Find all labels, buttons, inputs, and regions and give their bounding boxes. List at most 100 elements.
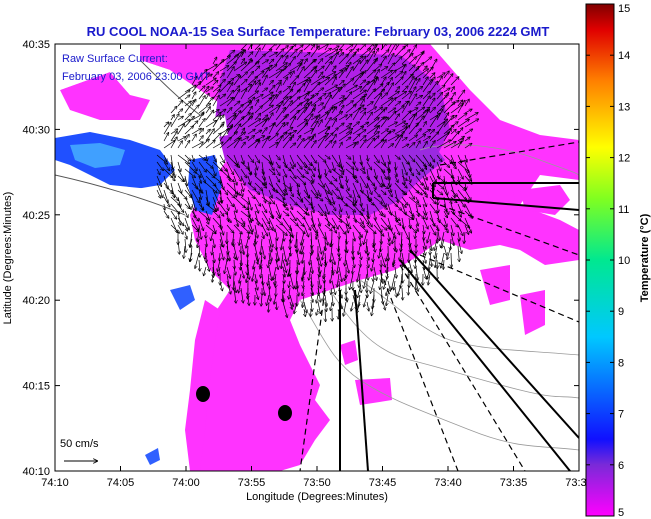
current-vector	[464, 129, 472, 135]
current-vector	[422, 92, 430, 100]
current-vector	[457, 210, 461, 217]
colorbar-tick-label: 6	[618, 460, 624, 472]
current-vector	[212, 168, 216, 176]
current-vector	[212, 60, 224, 72]
current-vector	[352, 90, 366, 100]
current-vector	[198, 86, 209, 100]
current-vector	[289, 97, 300, 107]
current-vector	[422, 182, 426, 189]
current-vector	[247, 136, 254, 142]
current-vector	[352, 107, 361, 121]
current-vector	[198, 139, 209, 149]
current-vector	[394, 102, 400, 107]
current-vector	[353, 168, 354, 178]
current-vector	[394, 127, 407, 135]
current-vector	[296, 168, 304, 177]
x-tick-label: 73:35	[500, 477, 528, 489]
current-vector	[464, 189, 471, 200]
current-vector	[464, 144, 472, 149]
current-vector	[443, 71, 449, 79]
current-vector	[415, 69, 428, 79]
station-marker-b	[278, 405, 292, 421]
current-vector	[198, 119, 205, 128]
current-vector	[303, 59, 307, 65]
current-vector	[395, 161, 396, 170]
current-vector	[177, 109, 183, 114]
current-vector	[387, 70, 396, 79]
current-vector	[436, 86, 445, 93]
current-vector	[366, 217, 372, 227]
y-tick-label: 40:15	[22, 381, 50, 393]
current-vector	[247, 52, 253, 58]
current-vector	[226, 55, 238, 65]
current-vector	[247, 182, 256, 190]
current-vector	[184, 168, 195, 177]
current-vector	[317, 103, 323, 107]
current-vector	[366, 182, 372, 194]
current-vector	[261, 168, 265, 180]
current-vector	[296, 217, 304, 226]
current-vector	[415, 168, 420, 175]
current-vector	[191, 82, 201, 93]
current-vector	[366, 161, 372, 170]
current-vector	[240, 117, 252, 128]
current-vector	[422, 66, 427, 72]
current-vector	[233, 76, 241, 86]
current-vector	[212, 81, 218, 86]
current-vector	[380, 203, 387, 209]
current-vector	[205, 130, 210, 135]
current-vector	[184, 217, 189, 230]
current-vector	[156, 161, 163, 170]
current-vector	[240, 60, 253, 72]
current-vector	[345, 101, 353, 107]
current-vector	[353, 154, 354, 164]
current-vector	[331, 189, 339, 199]
current-vector	[429, 196, 436, 204]
current-vector	[408, 57, 416, 65]
current-vector	[359, 203, 364, 211]
current-vector	[254, 44, 263, 51]
current-vector	[352, 127, 363, 135]
current-vector	[191, 105, 199, 114]
current-vector	[324, 85, 337, 93]
current-vector	[219, 203, 227, 214]
current-vector	[247, 154, 253, 162]
current-vector	[184, 126, 193, 135]
current-vector	[240, 44, 249, 51]
colorbar	[585, 3, 615, 517]
current-vector	[240, 102, 251, 114]
current-vector	[261, 196, 271, 204]
current-vector	[415, 161, 423, 171]
current-vector	[317, 88, 324, 93]
current-vector	[163, 210, 169, 218]
current-vector	[240, 168, 247, 178]
current-vector	[296, 107, 307, 121]
current-vector	[226, 217, 231, 222]
current-vector	[345, 217, 349, 226]
current-vector	[353, 266, 354, 274]
current-vector	[324, 62, 331, 72]
current-vector	[233, 154, 238, 165]
current-vector	[275, 175, 280, 182]
current-vector	[422, 196, 426, 206]
current-vector	[275, 116, 287, 128]
current-vector	[443, 217, 447, 227]
current-timestamp: February 03, 2006 23:00 GMT	[62, 71, 210, 83]
current-vector	[429, 141, 435, 149]
current-vector	[240, 72, 247, 79]
current-vector	[205, 217, 209, 224]
current-vector	[408, 196, 421, 207]
current-vector	[331, 210, 342, 222]
current-vector	[191, 128, 201, 135]
current-vector	[451, 252, 452, 267]
current-vector	[429, 132, 439, 142]
current-vector	[366, 59, 376, 72]
current-vector	[415, 79, 420, 86]
current-vector	[303, 68, 316, 79]
current-vector	[422, 189, 427, 197]
current-vector	[436, 132, 449, 142]
current-vector	[212, 210, 220, 218]
current-vector	[261, 60, 268, 65]
current-vector	[310, 45, 315, 51]
current-vector	[191, 92, 196, 100]
